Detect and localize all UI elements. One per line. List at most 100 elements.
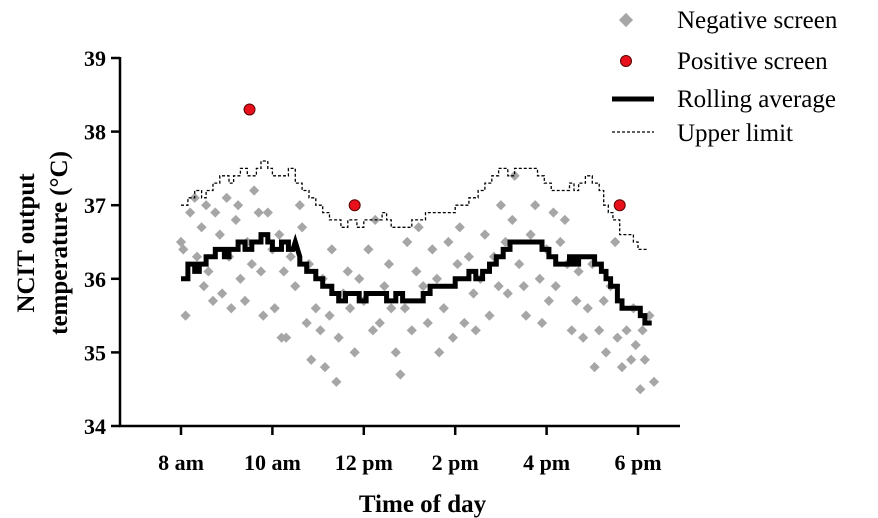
negative-screen-point (573, 266, 584, 277)
negative-screen-point (630, 339, 641, 351)
negative-screen-point (281, 332, 292, 343)
negative-screen-point (399, 303, 411, 314)
y-tick-label: 34 (84, 414, 106, 439)
negative-screen-point (459, 317, 470, 329)
negative-screen-point (470, 325, 481, 336)
x-tick-label: 8 am (158, 450, 204, 475)
y-tick-label: 35 (84, 340, 106, 365)
negative-screen-point (589, 362, 600, 373)
negative-screen-point (616, 362, 628, 373)
negative-screen-point (598, 295, 609, 306)
y-tick-label: 37 (84, 193, 106, 218)
negative-screen-point (297, 222, 308, 233)
negative-screen-point (294, 200, 305, 211)
negative-screen-point (207, 295, 219, 306)
negative-screen-point (468, 288, 479, 299)
negative-screen-point (438, 303, 449, 314)
negative-screen-point (548, 207, 559, 218)
negative-screen-point (530, 200, 541, 211)
negative-screen-point (201, 200, 212, 211)
negative-screen-point (406, 325, 417, 336)
negative-screen-point (434, 347, 445, 358)
negative-screen-point (431, 273, 443, 284)
negative-screen-point (315, 325, 326, 336)
x-tick-label: 6 pm (614, 450, 661, 475)
negative-screen-point (637, 325, 648, 336)
axes: 34 35 36 37 38 39 8 am 10 am 12 pm 2 pm 4 pm 6 pm (84, 46, 680, 475)
rolling-average-series (181, 232, 652, 326)
negative-screen-point (578, 332, 589, 343)
negative-screen-point (285, 251, 296, 262)
x-tick-label: 4 pm (523, 450, 570, 475)
negative-screen-point (249, 185, 260, 196)
negative-screen-point (258, 310, 269, 321)
negative-screen-point (333, 332, 344, 343)
negative-screen-point (543, 295, 554, 306)
negative-screen-point (534, 273, 545, 284)
negative-screen-point (235, 273, 246, 284)
positive-screen-point (348, 199, 361, 212)
negative-screen-point (203, 266, 214, 277)
negative-screen-point (198, 281, 209, 292)
negative-screen-point (626, 354, 637, 365)
negative-screen-point (418, 281, 429, 292)
x-tick-label: 2 pm (432, 450, 479, 475)
negative-screen-point (518, 281, 529, 292)
negative-screen-point (363, 244, 374, 255)
negative-screen-point (447, 332, 459, 343)
upper-limit-series (181, 160, 648, 251)
legend-item-upper-limit: Upper limit (612, 120, 793, 147)
negative-screen-point (413, 222, 424, 233)
negative-screen-point (402, 236, 413, 248)
negative-screen-point (342, 266, 353, 277)
negative-screen-point (196, 222, 207, 233)
x-axis-title: Time of day (359, 491, 487, 518)
negative-screen-point (217, 288, 228, 299)
negative-screen-point (274, 229, 285, 240)
negative-screen-point (185, 207, 196, 218)
negative-screen-point (550, 281, 561, 292)
negative-screen-point (262, 207, 273, 218)
negative-screen-point (326, 244, 337, 255)
negative-screen-point (226, 303, 237, 314)
negative-screen-point (290, 281, 301, 292)
negative-screen-point (210, 207, 221, 218)
negative-screen-point (411, 266, 422, 277)
y-axis-ticks: 34 35 36 37 38 39 (84, 46, 120, 439)
negative-screen-point (525, 229, 536, 240)
negative-screen-point (600, 347, 612, 358)
negative-screen-point (571, 295, 582, 306)
x-axis-ticks: 8 am 10 am 12 pm 2 pm 4 pm 6 pm (158, 426, 662, 475)
negative-screen-series (175, 170, 660, 395)
legend-label-rolling-average: Rolling average (677, 86, 836, 113)
negative-screen-point (559, 214, 570, 226)
legend-label-upper-limit: Upper limit (677, 120, 793, 147)
negative-screen-point (621, 325, 632, 336)
negative-screen-point (221, 192, 232, 203)
legend: Negative screen Positive screen Rolling … (612, 7, 838, 147)
x-tick-label: 12 pm (335, 450, 393, 475)
negative-screen-point (367, 325, 379, 336)
negative-screen-point (479, 229, 490, 240)
y-tick-label: 39 (84, 46, 106, 71)
negative-screen-point (443, 236, 454, 248)
negative-screen-point (233, 200, 244, 211)
negative-screen-point (502, 288, 513, 299)
negative-screen-point (319, 362, 331, 373)
legend-marker-positive-circle (620, 55, 632, 67)
positive-screen-point (613, 199, 626, 212)
negative-screen-point (379, 281, 390, 292)
y-axis-title: NCIT output temperature (°C) (13, 151, 73, 335)
negative-screen-point (454, 222, 465, 233)
y-axis-title-line-1: NCIT output (13, 173, 40, 313)
negative-screen-point (582, 303, 593, 314)
negative-screen-point (514, 258, 525, 270)
negative-screen-point (349, 347, 360, 358)
negative-screen-point (566, 325, 577, 336)
negative-screen-point (310, 303, 321, 314)
y-tick-label: 38 (84, 120, 106, 145)
negative-screen-point (507, 214, 518, 226)
negative-screen-point (191, 251, 203, 262)
negative-screen-point (427, 244, 438, 255)
